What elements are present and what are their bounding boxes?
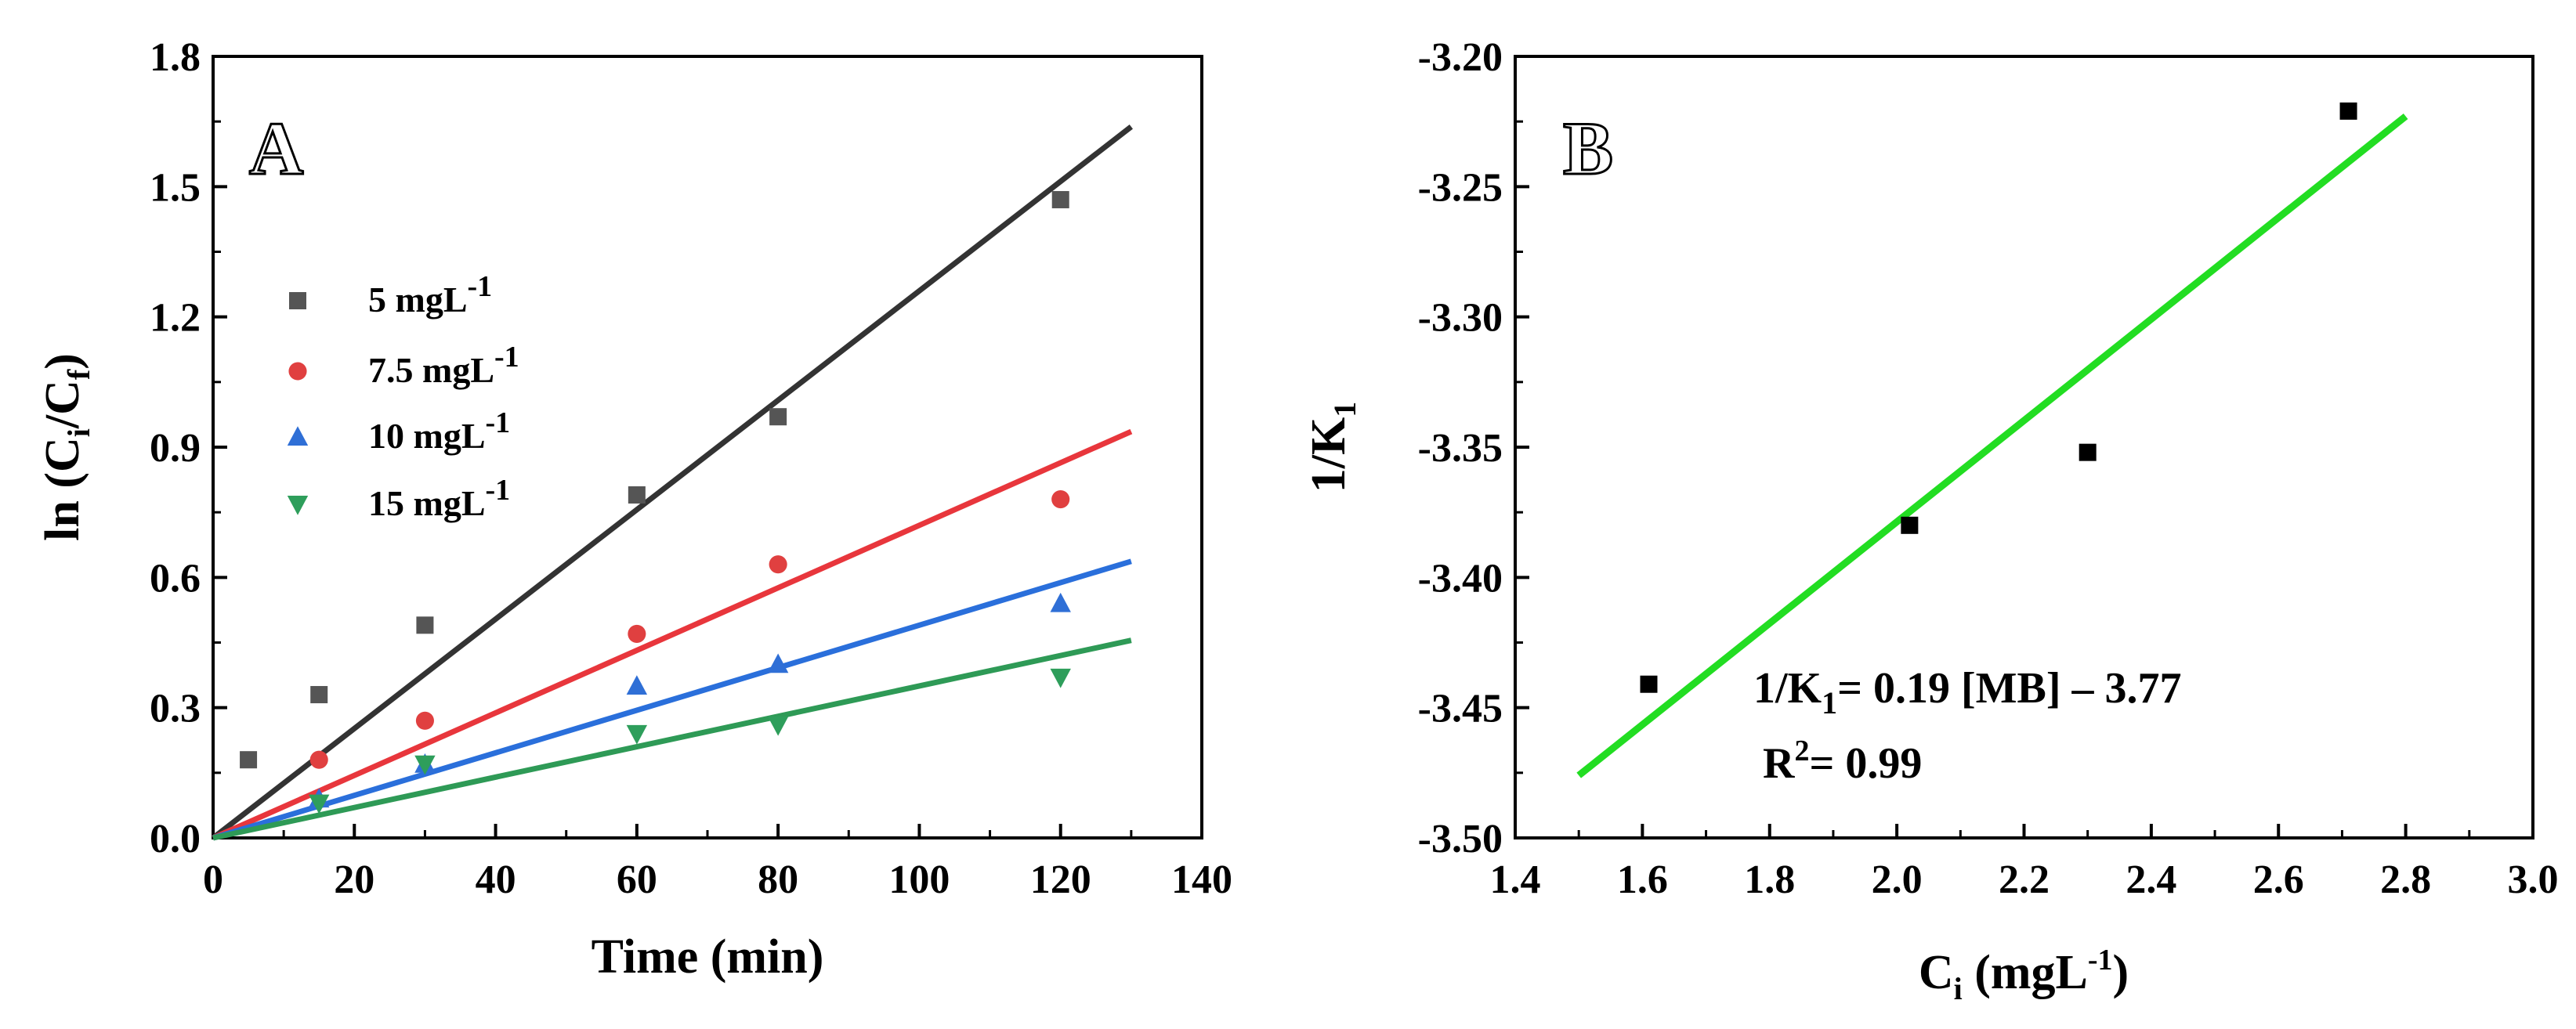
fit-line-15-mgl-1 (212, 637, 1132, 841)
data-point (415, 711, 434, 730)
x-axis-label-a: Time (min) (592, 930, 824, 984)
y-tick-label: -3.30 (1418, 296, 1503, 341)
fit-lines-b (1576, 113, 2408, 778)
fit-equation: 1/K1= 0.19 [MB] – 3.77 (1753, 664, 2182, 720)
data-point (416, 616, 434, 634)
data-point (628, 486, 646, 504)
legend-a: 5 mgL-1 7.5 mgL-1 10 mgL-1 15 mgL-1 (287, 270, 519, 523)
plot-area-b (1514, 55, 2534, 839)
legend-marker (287, 426, 309, 446)
data-point (769, 408, 787, 426)
data-points-b (1640, 102, 2357, 693)
data-point (1901, 516, 1919, 534)
x-axis-label-b: Ci (mgL-1) (1919, 944, 2129, 1006)
data-point (767, 653, 789, 673)
data-point (2339, 102, 2357, 120)
y-tick-label: -3.50 (1418, 817, 1503, 861)
y-tick-label: -3.45 (1418, 687, 1503, 731)
y-tick-label: 1.2 (150, 296, 201, 341)
fit-line-10-mgl-1 (212, 558, 1132, 841)
data-point (310, 686, 328, 704)
x-tick-label: 2.4 (2126, 858, 2176, 902)
legend-label: 10 mgL-1 (368, 406, 510, 456)
data-point (414, 755, 436, 775)
x-tick-label: 80 (758, 858, 798, 902)
data-point (626, 675, 648, 695)
data-point (1051, 190, 1069, 208)
r-squared: R2= 0.99 (1763, 735, 1922, 788)
y-tick-label: 1.5 (150, 165, 201, 210)
data-point (1640, 675, 1658, 693)
y-tick-label: 0.6 (150, 556, 201, 601)
data-point (240, 751, 258, 769)
x-tick-label: 2.8 (2380, 858, 2431, 902)
x-tick-label: 1.6 (1617, 858, 1668, 902)
y-tick-label: -3.35 (1418, 426, 1503, 471)
chart-panel-a: 0 20 40 60 80 100 120 1400.00.30.60.91.21.51.8 … (36, 35, 1232, 984)
y-tick-label: 0.0 (150, 817, 201, 861)
legend-label: 15 mgL-1 (368, 474, 510, 523)
panel-label-a: A (249, 107, 303, 190)
x-tick-label: 1.4 (1490, 858, 1541, 902)
data-point (626, 724, 648, 745)
x-tick-label: 120 (1030, 858, 1091, 902)
y-axis-label-b: 1/K1 (1302, 402, 1362, 493)
data-point (2079, 443, 2097, 461)
x-tick-label: 60 (617, 858, 657, 902)
x-tick-label: 2.0 (1872, 858, 1923, 902)
x-tick-label: 20 (334, 858, 374, 902)
chart-panel-b: 1.4 1.6 1.8 2.0 2.2 2.4 2.6 2.8 3.0 -3.50 -3.45 -3.… (1302, 35, 2559, 1006)
axis-ticks-a: 0 20 40 60 80 100 120 140 0.0 0.3 0.6 0.9 1.2 1.5 1.8 (150, 35, 1232, 902)
y-axis-label-a: ln (Ci/Cf) (36, 353, 96, 541)
x-tick-label: 3.0 (2508, 858, 2559, 902)
x-tick-label: 0 (203, 858, 223, 902)
data-points-a (240, 190, 1071, 814)
legend-marker (288, 362, 307, 381)
data-point (628, 624, 646, 643)
data-point (1050, 668, 1071, 688)
fit-lines-a (211, 125, 1134, 841)
x-tick-label: 40 (476, 858, 516, 902)
x-tick-label: 2.2 (1999, 858, 2050, 902)
legend-marker (287, 496, 309, 515)
legend-marker (289, 292, 306, 309)
data-point (767, 716, 789, 736)
fit-line-5-mgl-1 (211, 125, 1134, 840)
data-point (1051, 489, 1070, 509)
x-tick-label: 2.6 (2253, 858, 2304, 902)
y-tick-label: 0.9 (150, 426, 201, 471)
panel-label-b: B (1563, 107, 1613, 190)
data-point (309, 794, 330, 814)
data-point (1050, 592, 1071, 612)
fit-line-b (1576, 113, 2408, 778)
legend-label: 7.5 mgL-1 (368, 341, 519, 390)
axis-ticks-b: 1.4 1.6 1.8 2.0 2.2 2.4 2.6 2.8 3.0 -3.50 -3.45 -3.… (1418, 35, 2559, 902)
y-tick-label: 1.8 (150, 35, 201, 80)
data-point (769, 555, 787, 574)
x-tick-label: 100 (888, 858, 950, 902)
fit-line-7-5-mgl-1 (212, 428, 1133, 841)
y-tick-label: -3.25 (1418, 165, 1503, 210)
x-tick-label: 140 (1171, 858, 1232, 902)
x-tick-label: 1.8 (1744, 858, 1795, 902)
data-point (309, 750, 328, 769)
legend-label: 5 mgL-1 (368, 270, 492, 320)
y-tick-label: -3.40 (1418, 556, 1503, 601)
y-tick-label: -3.20 (1418, 35, 1503, 80)
y-tick-label: 0.3 (150, 687, 201, 731)
